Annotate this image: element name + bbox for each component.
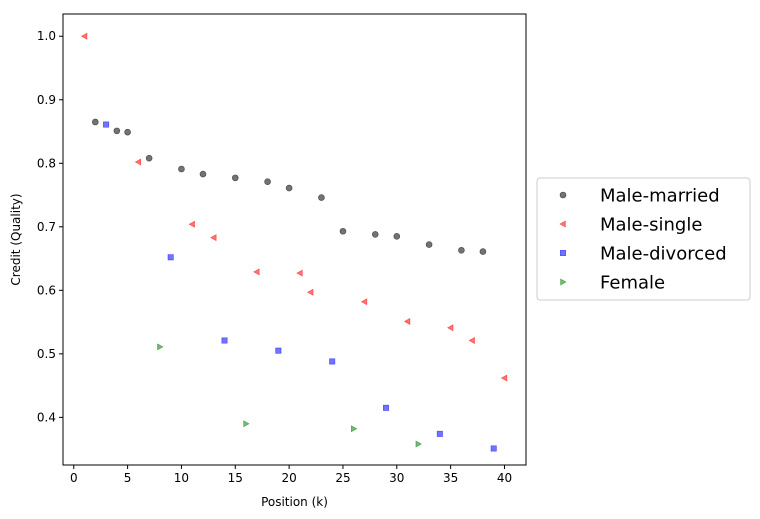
y-tick-label: 1.0 [37,29,56,43]
data-point-male-divorced [329,358,336,365]
data-point-male-single [80,32,88,40]
y-tick-label: 0.4 [37,410,56,424]
legend: Male-married Male-single Male-divorced Fema… [536,177,751,301]
legend-marker-female [560,278,567,286]
x-tick-label: 20 [281,471,296,485]
data-point-female [415,440,422,448]
legend-marker-male-married [559,191,567,199]
data-point-male-married [371,231,379,238]
plot-area-frame [62,13,527,466]
data-point-male-divorced [275,347,282,354]
legend-label-female: Female [600,273,665,294]
legend-box [536,177,751,301]
data-point-female [351,425,358,433]
x-tick-label: 0 [70,471,78,485]
data-point-male-married [264,178,271,185]
y-tick-label: 0.5 [37,347,56,361]
legend-marker-male-divorced [559,250,566,257]
legend-label-male-divorced: Male-divorced [600,244,727,265]
data-point-male-married [393,233,401,240]
x-tick-label: 15 [228,471,243,485]
data-point-male-single [188,220,195,228]
x-tick-label: 35 [443,471,458,485]
y-tick-label: 0.6 [37,283,56,297]
data-point-male-married [479,248,487,255]
x-tick-label: 40 [497,471,512,485]
data-point-male-married [145,154,153,162]
data-point-male-married [113,127,121,135]
data-point-male-married [92,118,99,126]
x-tick-label: 5 [124,471,132,485]
data-point-male-married [199,170,207,178]
data-point-male-married [318,194,325,201]
y-tick-label: 0.9 [37,93,56,107]
data-point-male-married [458,246,465,254]
legend-label-male-married: Male-married [600,186,720,207]
data-point-male-single [307,288,314,296]
data-point-male-divorced [490,445,497,452]
data-point-male-married [339,227,347,235]
x-tick-label: 25 [335,471,350,485]
data-point-male-single [360,298,368,306]
data-point-male-divorced [103,121,110,128]
y-tick-label: 0.7 [37,220,56,234]
data-point-male-married [425,241,433,248]
data-point-male-single [468,336,475,345]
data-point-male-divorced [436,430,443,437]
data-point-male-divorced [221,337,228,344]
legend-marker-male-single [559,220,566,228]
data-point-male-married [231,174,239,182]
data-point-male-single [296,269,303,277]
y-axis-label: Credit (Quality) [9,193,23,285]
data-point-male-divorced [167,254,174,261]
x-tick-label: 10 [174,471,189,485]
x-tick-label: 30 [389,471,404,485]
legend-label-male-single: Male-single [600,215,702,236]
data-point-male-single [134,158,142,166]
data-points [80,32,508,452]
data-point-female [243,420,250,428]
y-tick-label: 0.8 [37,156,56,170]
x-axis-label: Position (k) [261,495,328,509]
data-point-male-married [285,184,293,192]
axis-ticks: 0 5 10 15 20 25 30 35 40 0.4 0.5 0.6 0.7 0.8 0.9 1.0 [37,29,512,485]
data-point-male-married [124,128,131,136]
data-point-male-married [178,165,185,173]
data-point-male-divorced [383,404,390,411]
data-point-female [157,343,164,351]
data-point-male-single [500,374,508,382]
data-point-male-single [210,234,217,242]
data-point-male-single [253,268,260,276]
data-point-male-single [447,324,454,332]
data-point-male-single [403,317,411,325]
